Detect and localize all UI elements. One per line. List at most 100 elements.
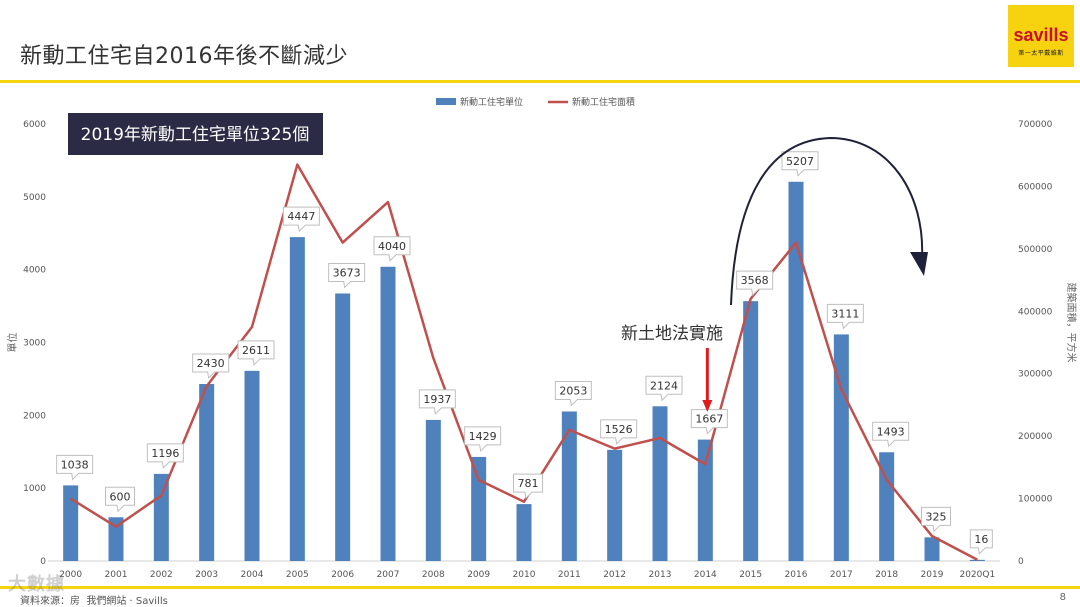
data-label-bubble xyxy=(781,151,819,177)
x-tick-label: 2003 xyxy=(195,570,218,580)
bar xyxy=(697,439,713,561)
data-label-bubble xyxy=(826,303,864,330)
data-label: 2430 xyxy=(197,357,225,370)
data-label-bubble xyxy=(600,419,638,445)
y2-tick-label: 700000 xyxy=(1018,120,1053,130)
bar xyxy=(743,301,759,561)
bar xyxy=(244,370,260,561)
savills-logo: savills 第一太平戴維斯 xyxy=(1008,5,1074,67)
data-label: 2124 xyxy=(650,379,678,392)
x-tick-label: 2016 xyxy=(785,570,808,580)
y-tick-label: 2000 xyxy=(23,411,46,421)
data-label: 1196 xyxy=(151,447,179,460)
x-tick-label: 2000 xyxy=(59,570,82,580)
x-tick-label: 2004 xyxy=(241,570,264,580)
data-label: 1493 xyxy=(877,425,905,438)
data-label: 1526 xyxy=(605,423,633,436)
bar xyxy=(108,517,124,561)
data-label-bubble xyxy=(554,380,592,407)
data-label-bubble xyxy=(921,506,951,533)
bar xyxy=(199,384,215,561)
x-tick-label: 2008 xyxy=(422,570,445,580)
y2-tick-label: 200000 xyxy=(1018,432,1053,442)
bar xyxy=(561,411,577,561)
bar xyxy=(380,266,396,561)
bar xyxy=(969,559,985,561)
data-label-bubble xyxy=(418,389,456,415)
slide-title: 新動工住宅自2016年後不斷減少 xyxy=(20,44,348,69)
top-rule xyxy=(0,80,1080,83)
page-number: 8 xyxy=(1059,592,1066,603)
y-tick-label: 5000 xyxy=(23,193,46,203)
data-label-bubble xyxy=(328,262,366,289)
x-tick-label: 2006 xyxy=(331,570,354,580)
bar xyxy=(879,452,895,561)
trend-arrow-curve xyxy=(730,136,924,306)
x-tick-label: 2011 xyxy=(558,570,581,580)
y2-tick-label: 500000 xyxy=(1018,245,1053,255)
data-label-bubble xyxy=(464,426,502,452)
legend-label-bar: 新動工住宅單位 xyxy=(460,96,523,108)
bar xyxy=(516,504,532,561)
data-label-bubble xyxy=(237,340,275,366)
data-label: 600 xyxy=(110,490,131,503)
data-label: 2611 xyxy=(242,344,270,357)
x-tick-label: 2013 xyxy=(649,570,672,580)
data-label-bubble xyxy=(282,206,320,233)
data-label-bubble xyxy=(872,421,910,448)
data-label: 5207 xyxy=(786,155,814,168)
x-tick-label: 2018 xyxy=(875,570,898,580)
data-label: 3111 xyxy=(831,307,859,320)
y-tick-label: 4000 xyxy=(23,266,46,276)
watermark: 大數據 xyxy=(8,574,65,595)
data-label-bubble xyxy=(192,353,230,380)
x-tick-label: 2019 xyxy=(921,570,944,580)
y-tick-label: 6000 xyxy=(23,120,46,130)
x-tick-label: 2010 xyxy=(513,570,536,580)
callout-box xyxy=(68,113,323,155)
data-label-bubble xyxy=(690,409,728,435)
data-label: 1667 xyxy=(695,413,723,426)
x-tick-label: 2002 xyxy=(150,570,173,580)
x-tick-label: 2017 xyxy=(830,570,853,580)
legend-swatch-bar xyxy=(436,98,456,105)
y-tick-label: 3000 xyxy=(23,339,46,349)
legend-label-line: 新動工住宅面積 xyxy=(572,96,635,108)
policy-annotation: 新土地法實施 xyxy=(621,324,723,344)
y-tick-label: 0 xyxy=(40,557,46,567)
y2-axis-title: 建築面積，平方米 xyxy=(1065,283,1078,363)
data-label: 3673 xyxy=(333,266,361,279)
bar xyxy=(471,456,487,561)
data-label-bubble xyxy=(969,529,993,555)
data-label: 3568 xyxy=(741,274,769,287)
callout-text: 2019年新動工住宅單位325個 xyxy=(81,125,310,145)
bar xyxy=(335,293,351,561)
x-tick-label: 2001 xyxy=(105,570,128,580)
logo-wordmark: savills xyxy=(1013,24,1069,45)
data-label-bubble xyxy=(645,375,683,402)
x-tick-label: 2015 xyxy=(739,570,762,580)
bar xyxy=(425,419,441,561)
bar xyxy=(63,485,79,561)
y-tick-label: 1000 xyxy=(23,484,46,494)
bar xyxy=(607,449,623,561)
data-label: 1038 xyxy=(61,458,89,471)
data-label-bubble xyxy=(105,486,135,513)
data-label: 2053 xyxy=(559,384,587,397)
bottom-rule xyxy=(0,586,1080,589)
y2-tick-label: 100000 xyxy=(1018,495,1053,505)
data-label: 781 xyxy=(518,477,539,490)
data-label: 4447 xyxy=(287,210,315,223)
logo-subtitle: 第一太平戴維斯 xyxy=(1018,49,1064,57)
y2-tick-label: 0 xyxy=(1018,557,1024,567)
data-label: 1937 xyxy=(423,393,451,406)
policy-arrow-head xyxy=(702,400,713,412)
data-label-bubble xyxy=(513,473,543,500)
y-axis-title: 單位 xyxy=(6,333,19,353)
data-label: 1429 xyxy=(469,430,497,443)
x-tick-label: 2009 xyxy=(467,570,490,580)
bar xyxy=(788,181,804,561)
x-tick-label: 2020Q1 xyxy=(959,570,995,580)
bar xyxy=(153,473,169,561)
